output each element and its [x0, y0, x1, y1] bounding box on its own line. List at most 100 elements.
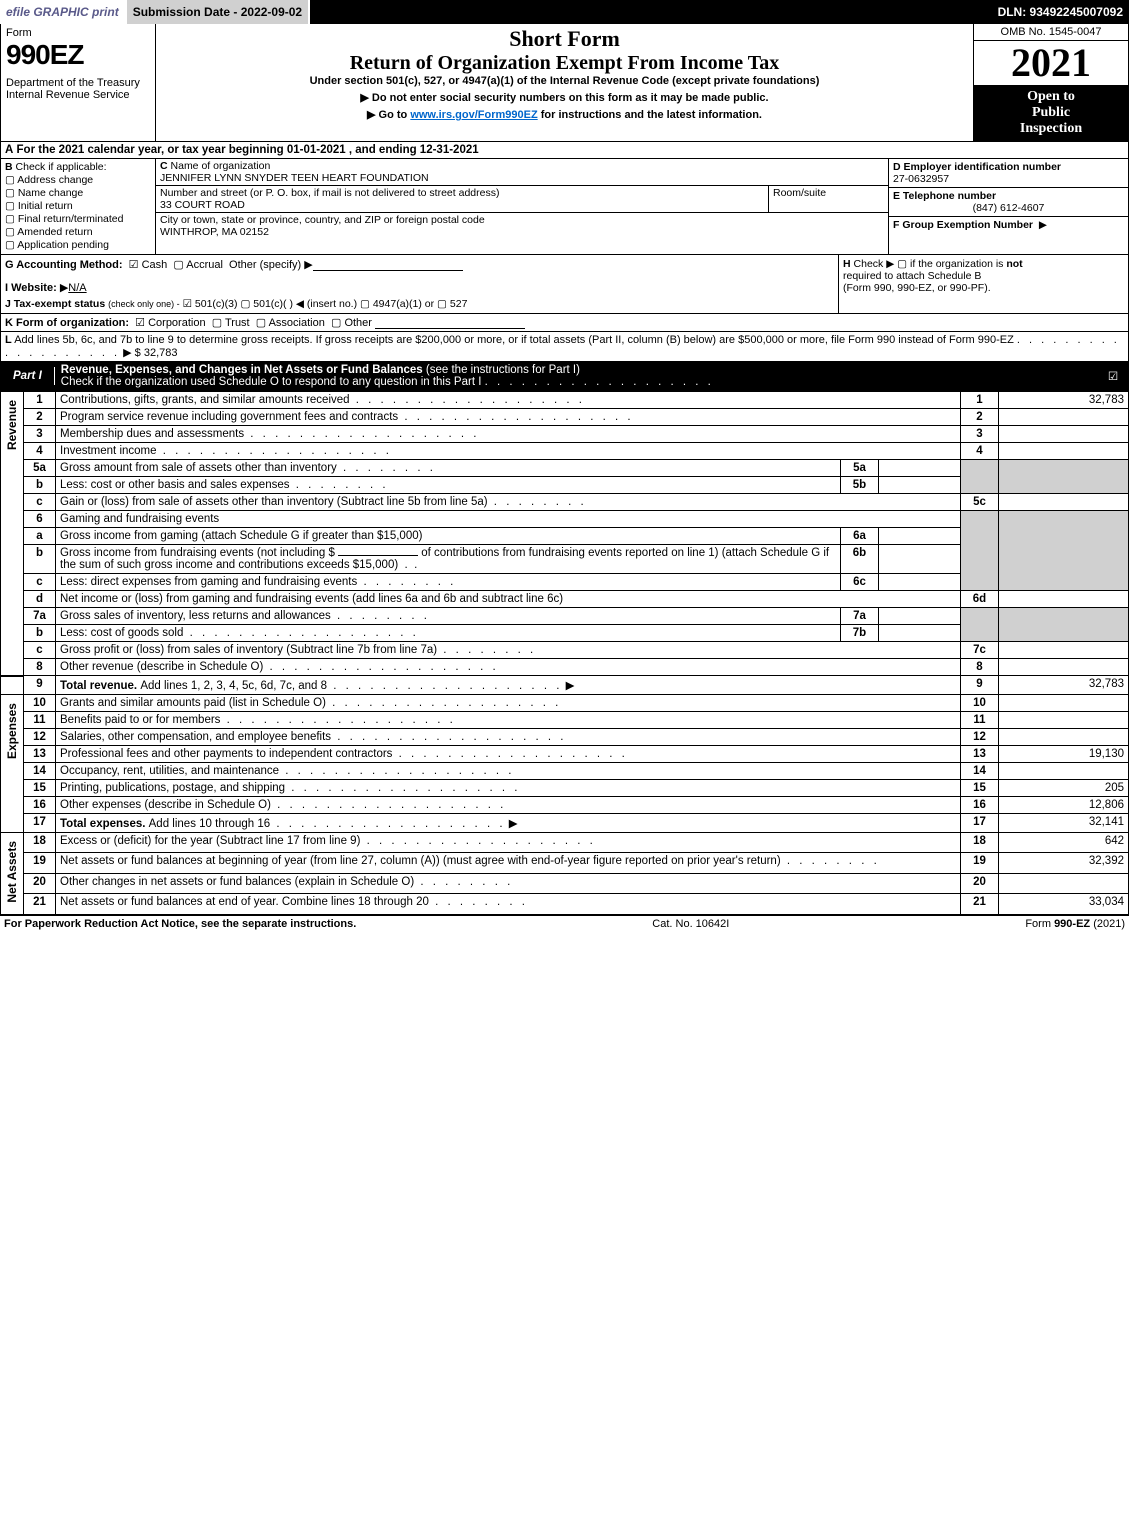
opt-501c3: 501(c)(3) — [195, 298, 238, 310]
row-7a-val — [879, 608, 961, 625]
row-14-num: 14 — [24, 763, 56, 780]
row-1-amt: 32,783 — [999, 392, 1129, 409]
row-5a-sub: 5a — [841, 460, 879, 477]
row-8-amt — [999, 659, 1129, 676]
row-6b-val — [879, 545, 961, 574]
chk-final-return[interactable]: Final return/terminated — [5, 213, 151, 225]
row-7b-num: b — [24, 625, 56, 642]
row-21-num: 21 — [24, 894, 56, 914]
row-14-amt — [999, 763, 1129, 780]
opt-other-org: Other — [344, 317, 372, 329]
other-specify-input[interactable] — [313, 259, 463, 271]
row-6d-desc: Net income or (loss) from gaming and fun… — [56, 591, 961, 608]
row-5b-sub: 5b — [841, 477, 879, 494]
insert-no: (insert no.) — [307, 298, 357, 310]
box-e: E Telephone number (847) 612-4607 — [889, 188, 1128, 217]
chk-501c[interactable] — [240, 298, 253, 310]
chk-application-pending[interactable]: Application pending — [5, 239, 151, 251]
row-5c-desc: Gain or (loss) from sale of assets other… — [56, 494, 961, 511]
row-18-num: 18 — [24, 833, 56, 853]
row-6d-amt — [999, 591, 1129, 608]
row-7c-ln: 7c — [961, 642, 999, 659]
row-20-num: 20 — [24, 873, 56, 893]
row-4-num: 4 — [24, 443, 56, 460]
chk-initial-return[interactable]: Initial return — [5, 200, 151, 212]
irs-link[interactable]: www.irs.gov/Form990EZ — [410, 109, 537, 121]
row-9-ln: 9 — [961, 676, 999, 695]
opt-527: 527 — [450, 298, 468, 310]
submission-date: Submission Date - 2022-09-02 — [127, 0, 310, 24]
chk-corporation[interactable] — [135, 317, 148, 329]
chk-other-org[interactable] — [331, 317, 344, 329]
row-6b-num: b — [24, 545, 56, 574]
open-line1: Open to — [976, 89, 1126, 105]
box-d: D Employer identification number 27-0632… — [889, 159, 1128, 188]
footer-right-pre: Form — [1025, 918, 1054, 930]
city-label: City or town, state or province, country… — [160, 214, 485, 226]
box-b-title: Check if applicable: — [16, 161, 107, 173]
chk-accrual[interactable] — [173, 259, 186, 271]
row-5c-num: c — [24, 494, 56, 511]
row-21-ln: 21 — [961, 894, 999, 914]
row-6d-num: d — [24, 591, 56, 608]
chk-amended-return[interactable]: Amended return — [5, 226, 151, 238]
row-9-num: 9 — [24, 676, 56, 695]
open-to-public-box: Open to Public Inspection — [974, 85, 1128, 141]
part-i-checkbox[interactable]: ☑ — [1098, 369, 1128, 383]
chk-cash[interactable] — [129, 259, 142, 271]
row-7c-num: c — [24, 642, 56, 659]
row-1-desc: Contributions, gifts, grants, and simila… — [56, 392, 961, 409]
org-name-label: Name of organization — [171, 160, 271, 172]
line-h-text1: Check ▶ ▢ if the organization is — [854, 258, 1007, 270]
street-label: Number and street (or P. O. box, if mail… — [160, 187, 499, 199]
row-19-desc: Net assets or fund balances at beginning… — [56, 853, 961, 873]
revenue-spacer — [1, 676, 24, 695]
opt-corporation: Corporation — [148, 317, 205, 329]
footer-mid: Cat. No. 10642I — [652, 918, 729, 930]
chk-4947[interactable] — [360, 298, 373, 310]
row-5b-num: b — [24, 477, 56, 494]
row-17-ln: 17 — [961, 814, 999, 833]
row-2-ln: 2 — [961, 409, 999, 426]
chk-501c3[interactable] — [183, 298, 195, 310]
row-7b-desc: Less: cost of goods sold — [56, 625, 841, 642]
chk-association[interactable] — [256, 317, 269, 329]
row-7b-sub: 7b — [841, 625, 879, 642]
line-g: G Accounting Method: Cash Accrual Other … — [5, 258, 834, 271]
header-right: OMB No. 1545-0047 2021 Open to Public In… — [973, 24, 1128, 141]
row-14-ln: 14 — [961, 763, 999, 780]
row-15-num: 15 — [24, 780, 56, 797]
row-7a-sub: 7a — [841, 608, 879, 625]
row-6-num: 6 — [24, 511, 56, 528]
expenses-section-label: Expenses — [1, 695, 24, 833]
row-6c-sub: 6c — [841, 574, 879, 591]
open-line3: Inspection — [976, 121, 1126, 137]
part-i-title-wrap: Revenue, Expenses, and Changes in Net As… — [55, 362, 1098, 390]
line-l-amount: $ 32,783 — [135, 347, 178, 359]
row-4-amt — [999, 443, 1129, 460]
netassets-section-label: Net Assets — [1, 833, 24, 915]
chk-name-change[interactable]: Name change — [5, 187, 151, 199]
cash-label: Cash — [142, 259, 168, 271]
line-h-not: not — [1006, 258, 1022, 270]
box-def: D Employer identification number 27-0632… — [888, 159, 1128, 254]
omb-number: OMB No. 1545-0047 — [974, 24, 1128, 41]
row-6-desc: Gaming and fundraising events — [56, 511, 961, 528]
row-15-desc: Printing, publications, postage, and shi… — [56, 780, 961, 797]
row-13-ln: 13 — [961, 746, 999, 763]
under-section: Under section 501(c), 527, or 4947(a)(1)… — [162, 75, 967, 87]
box-c: C Name of organization JENNIFER LYNN SNY… — [156, 159, 888, 254]
row-6b-blank[interactable] — [338, 555, 418, 556]
footer-left: For Paperwork Reduction Act Notice, see … — [4, 918, 356, 930]
row-19-ln: 19 — [961, 853, 999, 873]
chk-address-change[interactable]: Address change — [5, 174, 151, 186]
chk-trust[interactable] — [212, 317, 225, 329]
print-button[interactable]: print — [92, 5, 119, 19]
goto-line: ▶ Go to www.irs.gov/Form990EZ for instru… — [162, 108, 967, 121]
revenue-section-label: Revenue — [1, 392, 24, 676]
other-org-input[interactable] — [375, 317, 525, 329]
chk-527[interactable] — [437, 298, 450, 310]
line-h-text3: (Form 990, 990-EZ, or 990-PF). — [843, 282, 991, 294]
row-4-ln: 4 — [961, 443, 999, 460]
opt-4947: 4947(a)(1) or — [373, 298, 434, 310]
